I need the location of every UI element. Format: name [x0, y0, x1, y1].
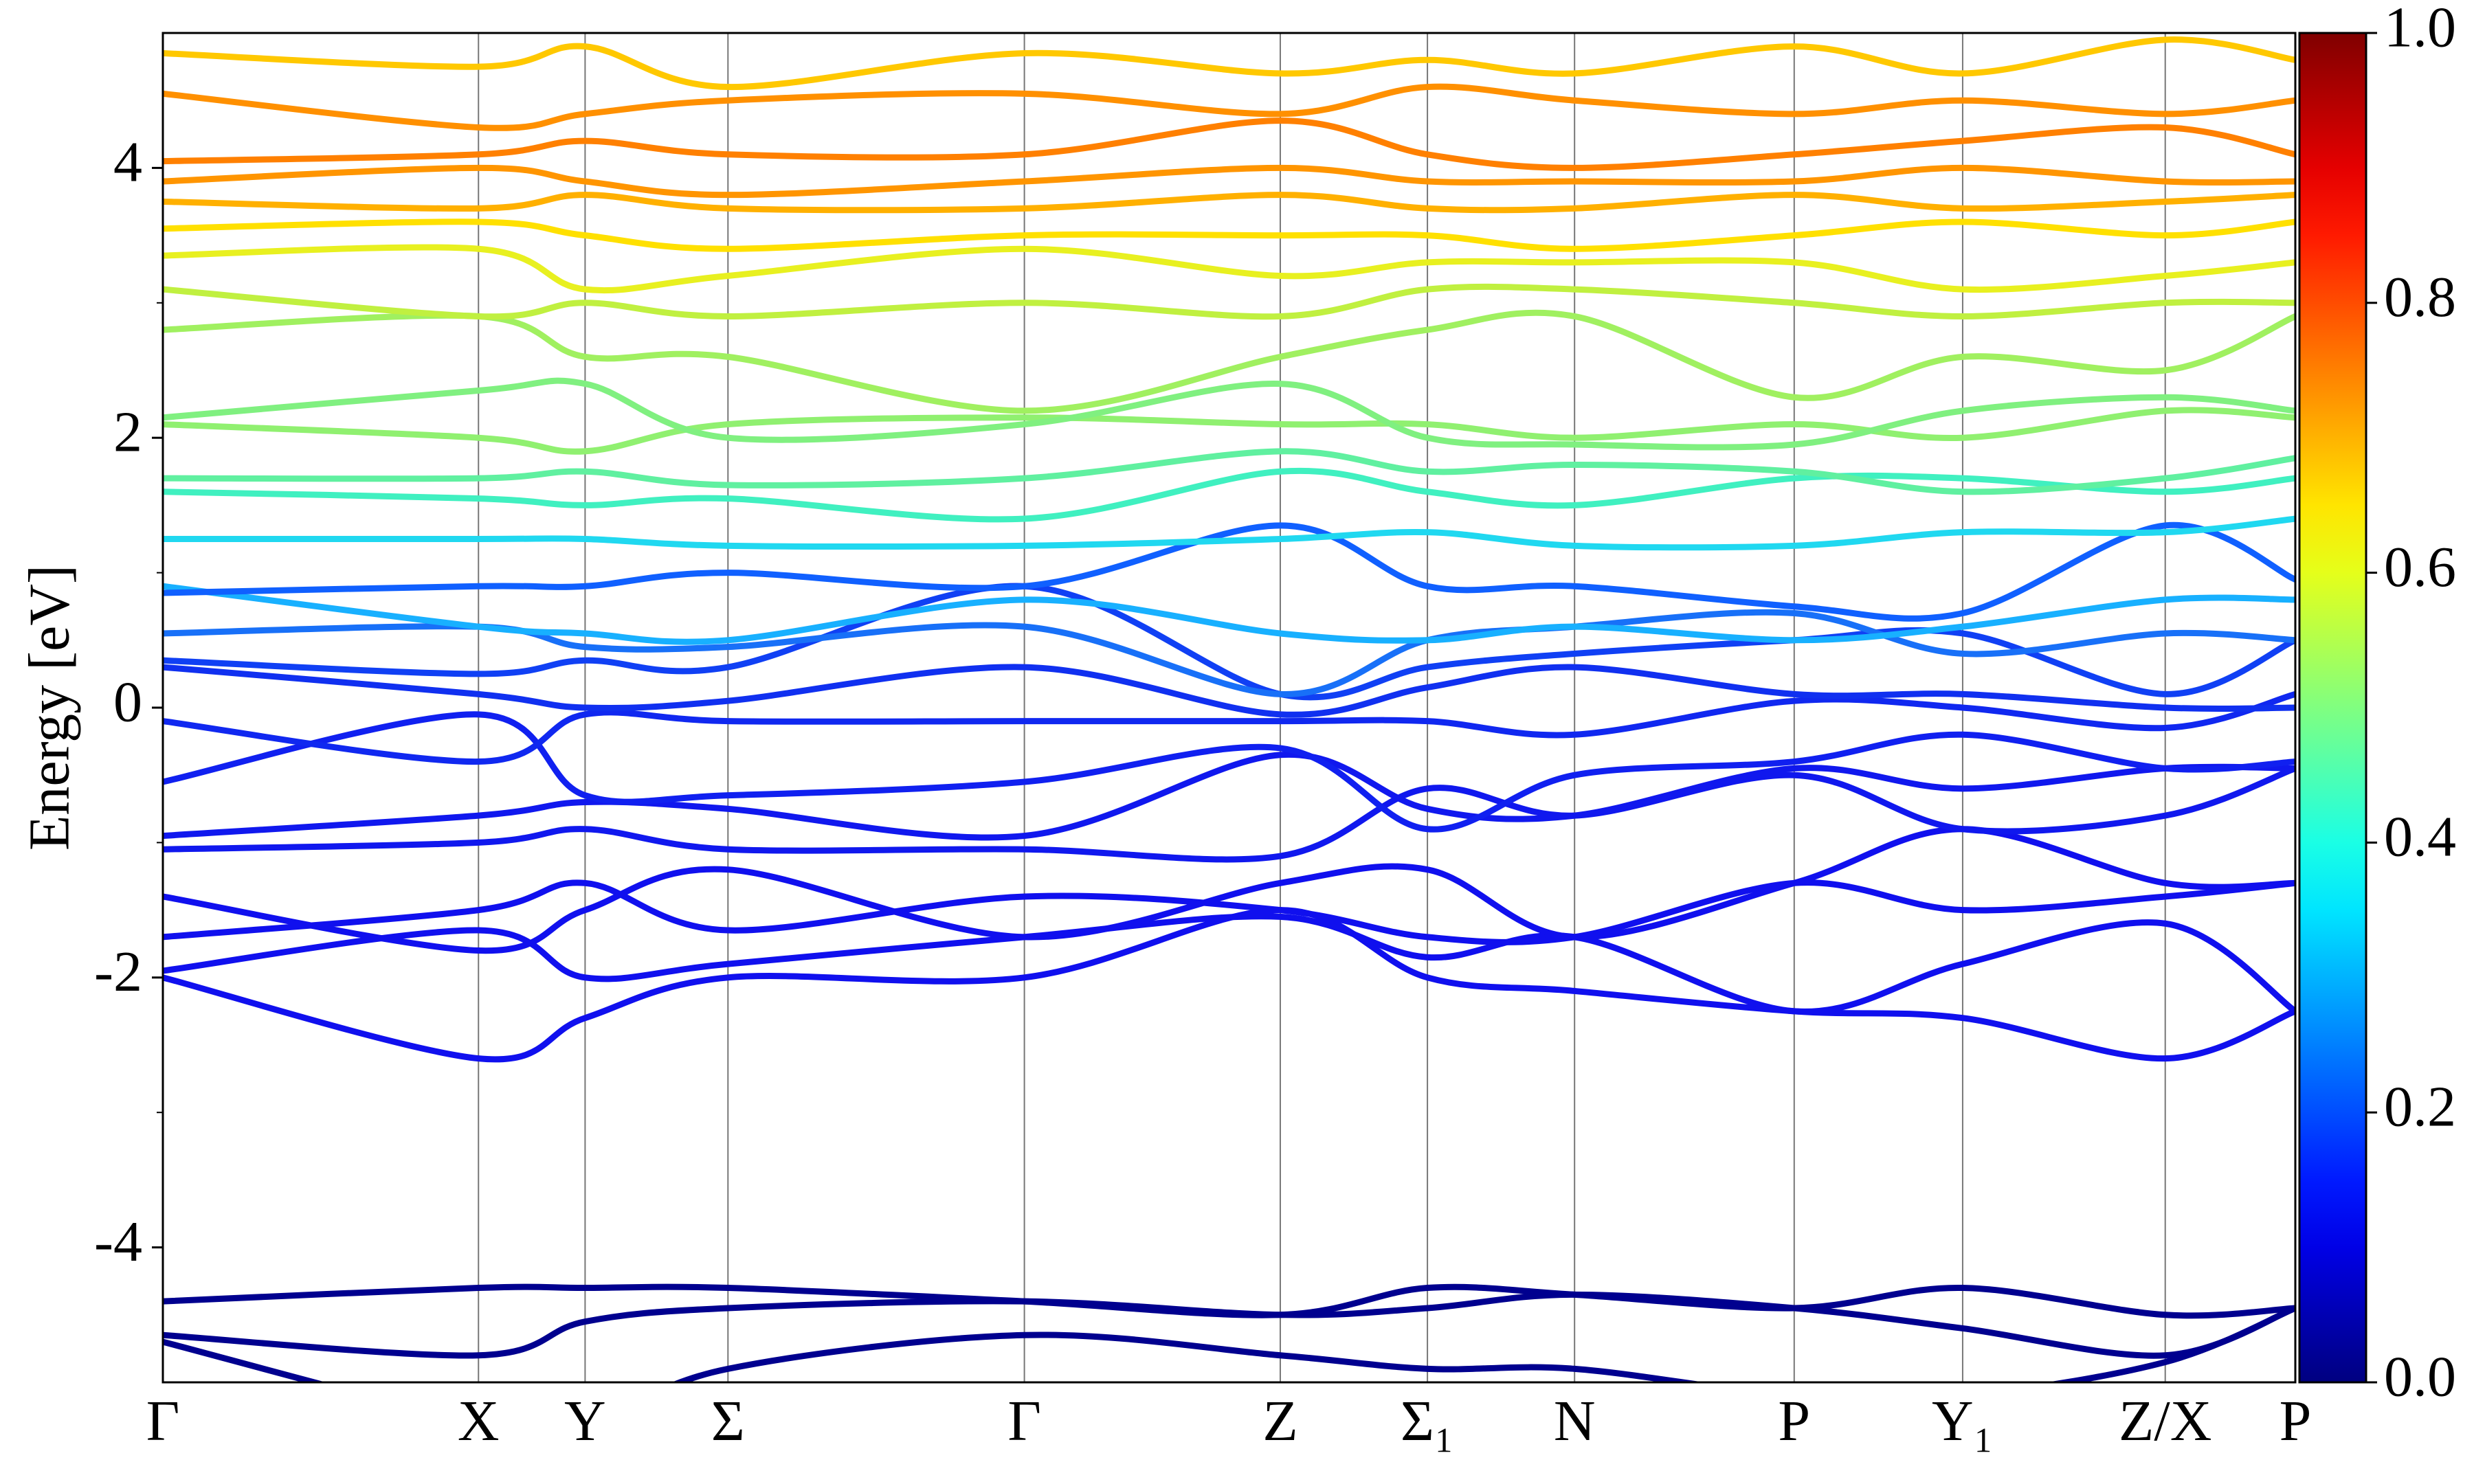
plot-frame [161, 32, 2297, 1384]
bands [163, 36, 2295, 1382]
band-line [163, 164, 2295, 199]
colorbar [2298, 32, 2367, 1384]
x-tick-label: X [458, 1389, 500, 1453]
x-tick-label: P [2280, 1389, 2312, 1453]
x-tick-label: Z [1262, 1389, 1297, 1453]
band-line [163, 521, 2295, 622]
x-tick-label: Z/X [2119, 1389, 2211, 1453]
x-tick-label: Y [564, 1389, 606, 1453]
band-line [163, 583, 2295, 645]
band-line [163, 609, 2295, 697]
y-tick-label: 0 [113, 670, 142, 734]
band-line [163, 448, 2295, 495]
band-line [163, 244, 2295, 294]
band-line [163, 36, 2295, 91]
band-line [163, 879, 2295, 945]
band-line [163, 583, 2295, 701]
band-line [163, 751, 2295, 841]
colorbar-tick-label: 0.8 [2384, 265, 2456, 329]
x-tick-label: Σ₁ [1401, 1389, 1454, 1453]
colorbar-tick-label: 0.4 [2384, 805, 2456, 869]
band-line [163, 1291, 2295, 1359]
band-line [163, 309, 2295, 414]
band-line [163, 283, 2295, 320]
x-tick-label: Σ [711, 1389, 745, 1453]
band-line [163, 913, 2295, 1015]
band-line [163, 377, 2295, 451]
x-tick-label: N [1554, 1389, 1596, 1453]
band-line [163, 192, 2295, 214]
x-tick-label: Y₁ [1932, 1389, 1994, 1453]
band-line [163, 664, 2295, 718]
x-tick-label: P [1778, 1389, 1810, 1453]
y-tick-label: -2 [94, 940, 142, 1004]
band-line [163, 765, 2295, 863]
band-line [163, 117, 2295, 171]
y-tick-label: 2 [113, 400, 142, 464]
band-line [163, 218, 2295, 252]
x-tick-label: Γ [1007, 1389, 1041, 1453]
band-line [163, 407, 2295, 455]
colorbar-tick-label: 0.0 [2384, 1345, 2456, 1408]
band-line [163, 711, 2295, 833]
colorbar-tick-label: 1.0 [2384, 0, 2456, 59]
band-line [163, 515, 2295, 551]
y-axis-label: Energy [eV] [17, 565, 81, 851]
x-tick-label: Γ [146, 1389, 180, 1453]
band-line [163, 83, 2295, 131]
y-tick-label: -4 [94, 1210, 142, 1274]
colorbar-tick-label: 0.6 [2384, 535, 2456, 599]
band-line [163, 467, 2295, 523]
band-line [163, 1305, 2295, 1382]
y-tick-label: 4 [113, 131, 142, 194]
colorbar-tick-label: 0.2 [2384, 1075, 2456, 1138]
band-line [163, 690, 2295, 765]
